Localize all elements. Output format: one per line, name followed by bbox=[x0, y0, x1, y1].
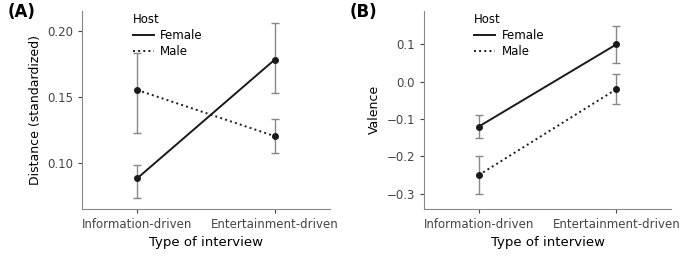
X-axis label: Type of interview: Type of interview bbox=[149, 236, 263, 249]
Legend: Female, Male: Female, Male bbox=[133, 13, 203, 58]
Legend: Female, Male: Female, Male bbox=[474, 13, 544, 58]
Y-axis label: Valence: Valence bbox=[368, 85, 381, 134]
X-axis label: Type of interview: Type of interview bbox=[490, 236, 605, 249]
Y-axis label: Distance (standardized): Distance (standardized) bbox=[29, 35, 42, 185]
Text: (B): (B) bbox=[349, 3, 377, 21]
Text: (A): (A) bbox=[8, 3, 36, 21]
